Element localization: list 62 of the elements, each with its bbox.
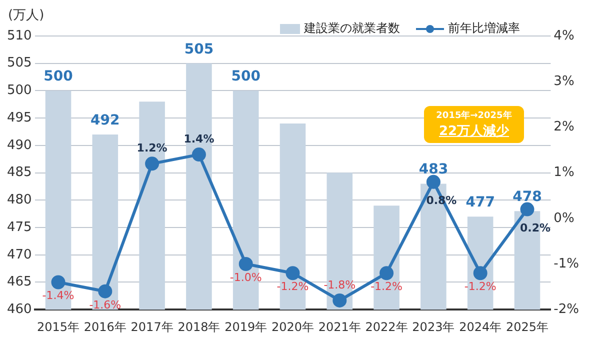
- x-tick-label: 2017年: [130, 320, 174, 334]
- y2-tick-label: 2%: [554, 120, 574, 135]
- x-tick-label: 2015年: [36, 320, 80, 334]
- x-tick-label: 2018年: [178, 320, 220, 334]
- point: [51, 275, 66, 290]
- data-label: 500: [231, 68, 261, 85]
- data-label: 478: [512, 189, 542, 206]
- point: [473, 266, 488, 280]
- x-tick-label: 2016年: [84, 320, 126, 334]
- data-label: -1.8%: [324, 278, 356, 292]
- data-label: 477: [466, 194, 495, 211]
- data-label: -1.2%: [276, 280, 309, 294]
- data-label: 492: [90, 112, 120, 128]
- y-tick-label: 500: [6, 83, 32, 98]
- y-tick-label: 460: [6, 302, 32, 317]
- data-label: 1.2%: [136, 142, 168, 155]
- data-label: -1.0%: [230, 271, 262, 284]
- annotation: 22万人減少: [438, 123, 510, 140]
- y2-tick-label: 4%: [554, 28, 574, 44]
- data-label: 483: [418, 162, 448, 178]
- data-label: -1.4%: [42, 289, 74, 302]
- point: [192, 148, 206, 162]
- y-tick-label: 505: [6, 56, 32, 71]
- x-tick-label: 2022年: [365, 320, 408, 334]
- point: [286, 266, 300, 280]
- y-tick-label: 465: [6, 274, 32, 290]
- x-tick-label: 2019年: [224, 320, 268, 334]
- y-tick-label: 480: [6, 192, 32, 208]
- point: [98, 284, 112, 298]
- y2-tick-label: 0%: [554, 210, 574, 226]
- point: [426, 174, 440, 189]
- point: [380, 266, 394, 280]
- data-label: -1.2%: [370, 280, 403, 294]
- point: [332, 293, 347, 308]
- annotation: 2015年→2025年: [435, 110, 513, 122]
- x-tick-label: 2025年: [506, 320, 549, 334]
- y-tick-label: 495: [6, 110, 32, 126]
- y-tick-label: 470: [6, 247, 32, 262]
- y-tick-label: 475: [6, 220, 32, 235]
- y-tick-label: 510: [6, 28, 32, 44]
- x-tick-label: 2021年: [318, 320, 361, 334]
- data-label: 0.2%: [520, 221, 550, 234]
- point: [520, 202, 534, 216]
- data-label: 500: [44, 68, 74, 85]
- y-axis-title: (万人): [8, 7, 44, 24]
- data-label: 505: [184, 41, 214, 58]
- data-label: 1.4%: [184, 132, 214, 146]
- x-tick-label: 2023年: [412, 320, 455, 334]
- legend-label: 建設業の就業者数: [304, 20, 400, 37]
- x-tick-label: 2024年: [459, 320, 502, 334]
- y2-tick-label: 3%: [554, 74, 574, 89]
- y2-tick-label: -2%: [554, 302, 580, 317]
- y2-tick-label: 1%: [554, 165, 574, 180]
- point: [145, 156, 160, 171]
- data-label: -1.2%: [464, 280, 496, 294]
- legend-label: 前年比増減率: [448, 20, 520, 37]
- x-tick-label: 2020年: [271, 320, 314, 334]
- y-tick-label: 485: [6, 165, 32, 180]
- point: [238, 257, 253, 271]
- y-tick-label: 490: [6, 138, 32, 153]
- y2-tick-label: -1%: [554, 256, 580, 272]
- data-label: -1.6%: [89, 298, 122, 312]
